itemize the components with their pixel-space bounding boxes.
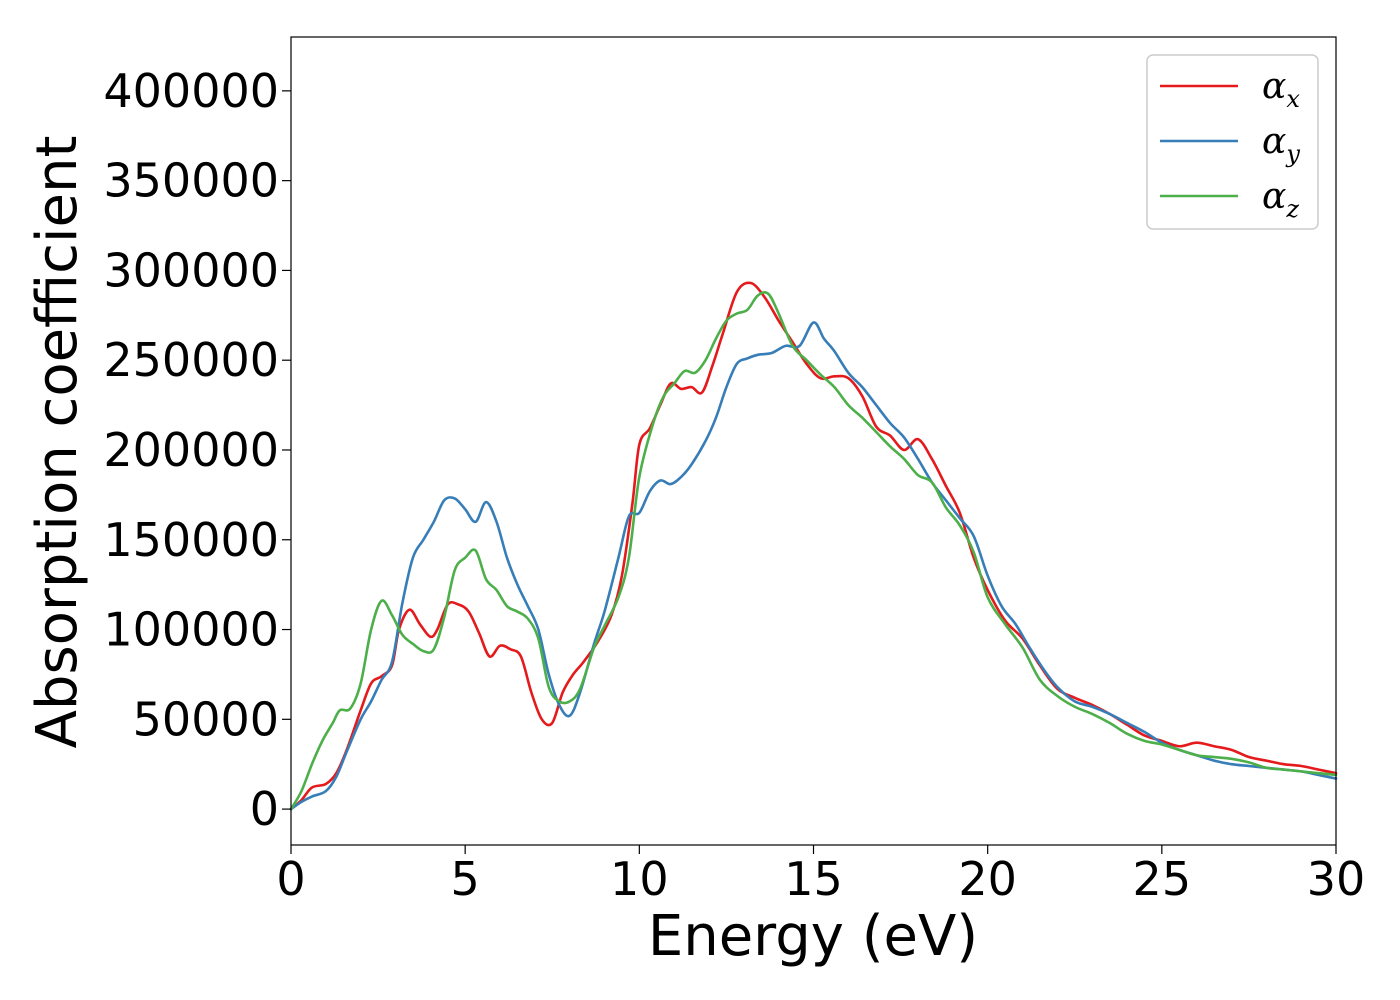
y-axis-title: Absorption coefficient: [25, 136, 90, 749]
x-tick-label: 5: [451, 852, 480, 906]
y-tick-label: 400000: [103, 64, 279, 118]
y-tick-label: 250000: [103, 333, 279, 387]
series-line-alpha-x: [289, 281, 1338, 811]
y-axis-ticks: 0 50000 100000 150000 200000 250000 300000 3500…: [103, 64, 291, 836]
x-tick-label: 0: [276, 852, 305, 906]
series-line-alpha-y: [289, 321, 1338, 811]
y-tick-label: 100000: [103, 603, 279, 657]
y-tick-label: 350000: [103, 154, 279, 208]
x-tick-label: 25: [1133, 852, 1192, 906]
y-tick-label: 50000: [133, 692, 279, 746]
x-tick-label: 30: [1307, 852, 1366, 906]
y-tick-label: 200000: [103, 423, 279, 477]
series-line-alpha-z: [289, 291, 1338, 811]
x-tick-label: 15: [784, 852, 843, 906]
x-tick-label: 20: [958, 852, 1017, 906]
y-tick-label: 0: [250, 782, 279, 836]
series-layer: [289, 281, 1338, 811]
y-tick-label: 150000: [103, 513, 279, 567]
x-tick-label: 10: [610, 852, 669, 906]
x-axis-ticks: 0 5 10 15 20 25 30: [276, 845, 1365, 906]
y-tick-label: 300000: [103, 243, 279, 297]
x-axis-title: Energy (eV): [648, 904, 978, 969]
